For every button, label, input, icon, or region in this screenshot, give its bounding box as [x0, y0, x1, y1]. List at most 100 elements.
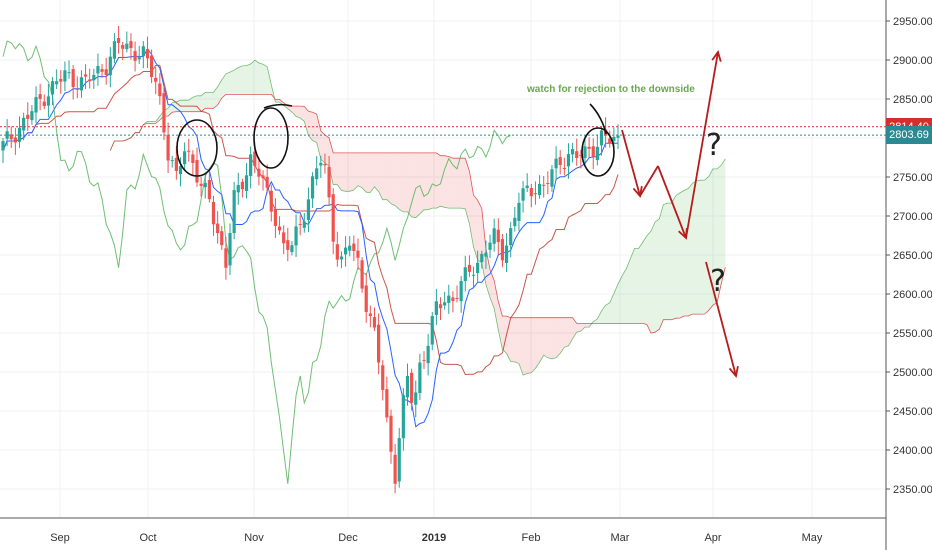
- senkou-span-b: [109, 94, 726, 334]
- candle-body: [269, 190, 273, 212]
- cloud-segment: [580, 323, 585, 332]
- candle-body: [273, 208, 278, 226]
- candle-body: [145, 49, 150, 59]
- kijun-sen-line: [2, 64, 619, 376]
- price-level-lines: [0, 126, 886, 136]
- y-tick-label: 2650.00: [893, 250, 932, 262]
- cloud-segment: [415, 152, 420, 218]
- candle-body: [187, 150, 191, 152]
- cloud-segment: [679, 190, 685, 319]
- cloud-segment: [444, 155, 449, 209]
- x-tick-label: Oct: [139, 532, 156, 544]
- cloud-segment: [308, 111, 313, 141]
- question-mark-lower: ?: [710, 264, 726, 299]
- candle-body: [9, 134, 13, 140]
- cloud-segment: [221, 73, 226, 99]
- candle-body: [38, 94, 42, 99]
- candle-body: [447, 295, 451, 303]
- candle-body: [517, 202, 521, 221]
- cloud-segment: [357, 152, 363, 188]
- candle-body: [46, 96, 51, 106]
- candle-body: [88, 79, 92, 82]
- cloud-segment: [366, 152, 371, 193]
- cloud-segment: [209, 92, 214, 109]
- candle-body: [422, 359, 426, 361]
- ichimoku-lines: [2, 40, 726, 484]
- x-tick-label: Apr: [704, 532, 721, 544]
- candle-body: [537, 183, 542, 196]
- cloud-segment: [667, 203, 672, 320]
- cloud-segment: [531, 317, 536, 373]
- candle-body: [323, 163, 327, 166]
- candle-body: [426, 345, 430, 364]
- cloud-segment: [461, 158, 466, 209]
- candle-body: [533, 193, 538, 195]
- cloud-segment: [296, 106, 301, 118]
- candle-body: [244, 175, 249, 191]
- cloud-segment: [378, 152, 383, 200]
- candle-body: [108, 56, 112, 76]
- cloud-segment: [403, 152, 408, 212]
- candle-body: [116, 38, 121, 43]
- cloud-segment: [584, 323, 590, 328]
- cloud-segment: [234, 67, 239, 95]
- candle-body: [199, 183, 203, 186]
- hand-drawn-circle: [176, 119, 218, 177]
- candle-body: [183, 151, 187, 165]
- candle-body: [579, 154, 583, 156]
- candle-body: [414, 392, 418, 405]
- cloud-segment: [597, 310, 602, 324]
- candle-body: [211, 201, 216, 225]
- candle-body: [496, 229, 500, 243]
- cloud-segment: [712, 168, 718, 306]
- cloud-segment: [671, 195, 676, 320]
- cloud-segment: [370, 152, 375, 193]
- y-tick-label: 2350.00: [893, 484, 932, 496]
- cloud-segment: [254, 60, 259, 95]
- candle-body: [104, 69, 108, 75]
- candle-body: [249, 154, 253, 176]
- candle-body: [471, 274, 476, 276]
- y-tick-label: 2750.00: [893, 172, 932, 184]
- cloud-segment: [374, 152, 379, 192]
- x-tick-label: Mar: [611, 532, 630, 544]
- candle-body: [599, 130, 604, 146]
- candle-body: [343, 247, 348, 255]
- candle-body: [30, 111, 34, 121]
- cloud-segment: [399, 152, 404, 212]
- cloud-segment: [436, 152, 441, 209]
- cloud-segment: [362, 152, 367, 193]
- candle-body: [418, 362, 422, 394]
- price-tag-close: 2803.69: [886, 126, 932, 145]
- candle-body: [410, 372, 414, 403]
- cloud-segment: [345, 152, 350, 192]
- cloud-segment: [473, 194, 478, 260]
- candle-body: [451, 297, 455, 302]
- candle-body: [224, 248, 228, 268]
- cloud-segment: [312, 112, 317, 143]
- candle-body: [154, 77, 158, 82]
- candle-body: [492, 228, 496, 244]
- y-tick-label: 2950.00: [893, 16, 932, 28]
- cloud-segment: [618, 275, 623, 324]
- candle-body: [356, 250, 360, 258]
- cloud-segment: [238, 65, 243, 95]
- candle-body: [306, 199, 311, 221]
- tenkan-sen-line: [2, 47, 618, 428]
- cloud-segment: [452, 158, 458, 209]
- cloud-segment: [613, 284, 618, 324]
- candle-body: [129, 41, 133, 49]
- candle-body: [63, 70, 67, 82]
- cloud-segment: [440, 155, 445, 208]
- cloud-segment: [316, 114, 321, 160]
- candle-body: [360, 260, 364, 289]
- candle-body: [319, 162, 323, 166]
- candle-body: [5, 131, 9, 139]
- candle-body: [525, 185, 529, 189]
- chikou-span-line: [2, 40, 511, 484]
- arrow-up-target-head: [711, 49, 722, 62]
- candle-body: [236, 184, 240, 193]
- candle-body: [133, 51, 137, 61]
- candle-body: [381, 365, 385, 390]
